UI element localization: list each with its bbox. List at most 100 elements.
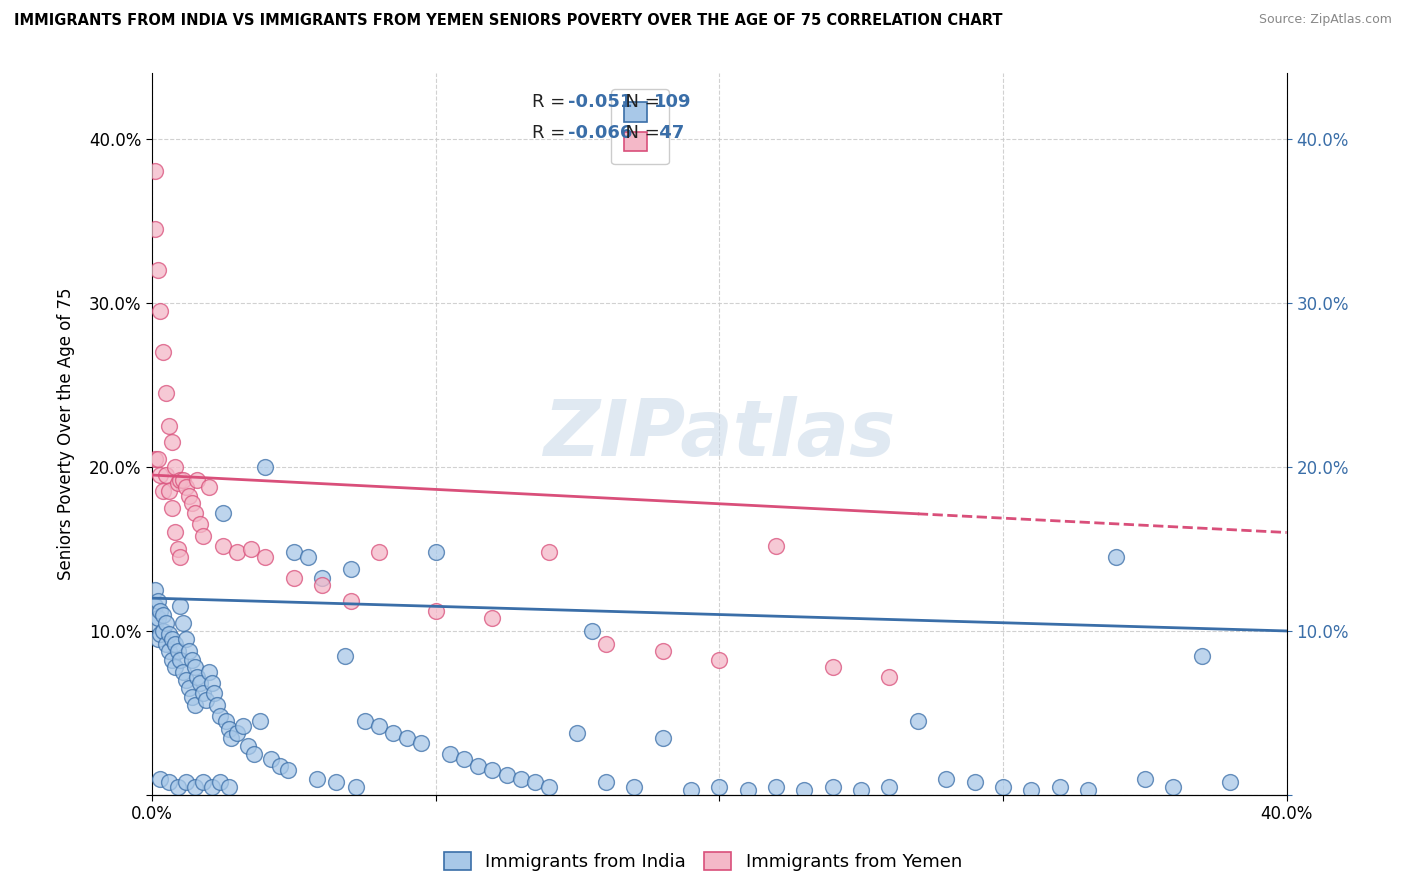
Point [367, 719, 389, 733]
Point [149, 627, 172, 641]
Point [188, 517, 211, 532]
Point [1021, 783, 1043, 797]
Point [209, 775, 232, 789]
Point [200, 780, 222, 794]
Point [177, 643, 200, 657]
Point [169, 550, 191, 565]
Point [793, 783, 815, 797]
Point [1133, 772, 1156, 786]
Point [367, 545, 389, 559]
Point [183, 660, 205, 674]
Point [143, 222, 166, 236]
Point [595, 637, 617, 651]
Point [226, 725, 249, 739]
Text: 109: 109 [654, 93, 690, 112]
Text: N =: N = [614, 123, 665, 142]
Point [305, 772, 328, 786]
Point [183, 780, 205, 794]
Point [333, 648, 356, 663]
Point [212, 506, 235, 520]
Point [709, 653, 731, 667]
Point [146, 451, 169, 466]
Point [232, 719, 254, 733]
Point [155, 615, 177, 630]
Point [481, 611, 503, 625]
Point [821, 660, 844, 674]
Point [283, 571, 305, 585]
Point [163, 459, 186, 474]
Point [166, 780, 188, 794]
Text: -0.051: -0.051 [568, 93, 633, 112]
Point [411, 735, 433, 749]
Point [212, 539, 235, 553]
Point [205, 698, 228, 712]
Point [991, 780, 1014, 794]
Point [194, 693, 217, 707]
Point [177, 681, 200, 696]
Point [149, 772, 172, 786]
Point [152, 624, 174, 638]
Point [709, 780, 731, 794]
Point [191, 686, 214, 700]
Point [344, 780, 367, 794]
Point [243, 747, 266, 761]
Point [149, 468, 172, 483]
Point [152, 345, 174, 359]
Point [157, 418, 180, 433]
Legend: Immigrants from India, Immigrants from Yemen: Immigrants from India, Immigrants from Y… [437, 845, 969, 879]
Point [226, 545, 249, 559]
Point [160, 632, 183, 647]
Point [283, 545, 305, 559]
Point [155, 637, 177, 651]
Point [169, 599, 191, 614]
Point [146, 611, 169, 625]
Point [166, 476, 188, 491]
Point [186, 670, 208, 684]
Point [174, 479, 197, 493]
Point [149, 604, 172, 618]
Point [143, 582, 166, 597]
Point [425, 545, 447, 559]
Point [209, 709, 232, 723]
Point [277, 764, 299, 778]
Point [623, 780, 645, 794]
Text: R =: R = [531, 123, 571, 142]
Text: N =: N = [614, 93, 665, 112]
Point [538, 545, 561, 559]
Point [160, 653, 183, 667]
Point [146, 263, 169, 277]
Point [155, 386, 177, 401]
Point [269, 758, 291, 772]
Point [651, 643, 673, 657]
Point [595, 775, 617, 789]
Point [202, 686, 225, 700]
Point [172, 615, 194, 630]
Point [1105, 550, 1128, 565]
Point [523, 775, 546, 789]
Point [765, 539, 787, 553]
Point [495, 768, 517, 782]
Point [166, 643, 188, 657]
Point [180, 496, 202, 510]
Legend: , : , [612, 89, 669, 164]
Point [152, 607, 174, 622]
Point [339, 561, 361, 575]
Text: 47: 47 [654, 123, 685, 142]
Point [382, 725, 405, 739]
Point [1049, 780, 1071, 794]
Point [538, 780, 561, 794]
Point [183, 698, 205, 712]
Point [297, 550, 319, 565]
Point [149, 304, 172, 318]
Point [155, 468, 177, 483]
Point [1077, 783, 1099, 797]
Point [160, 435, 183, 450]
Point [143, 451, 166, 466]
Point [186, 473, 208, 487]
Point [221, 731, 243, 745]
Point [172, 473, 194, 487]
Point [254, 459, 277, 474]
Point [163, 525, 186, 540]
Point [311, 571, 333, 585]
Point [174, 632, 197, 647]
